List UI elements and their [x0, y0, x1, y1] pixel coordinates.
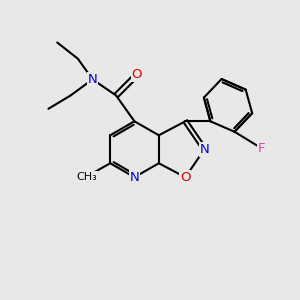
Text: CH₃: CH₃ [76, 172, 97, 182]
Text: O: O [131, 68, 142, 81]
Text: N: N [88, 73, 98, 86]
Text: N: N [130, 171, 139, 184]
Text: F: F [258, 142, 266, 155]
Text: O: O [180, 171, 190, 184]
Text: N: N [200, 143, 209, 156]
